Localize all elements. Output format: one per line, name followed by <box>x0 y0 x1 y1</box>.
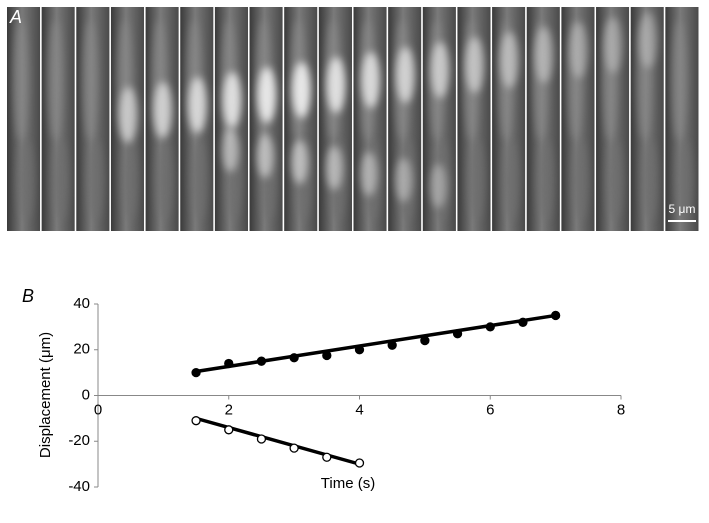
strip-signal <box>639 12 658 68</box>
strip-signal <box>326 146 343 190</box>
strip-signal <box>500 32 519 88</box>
data-point <box>289 353 299 363</box>
data-point <box>550 310 561 321</box>
strip-signal <box>361 52 380 108</box>
data-point <box>256 434 267 444</box>
y-tick-label: 0 <box>82 386 90 403</box>
image-strip <box>76 7 111 231</box>
data-point <box>256 356 267 366</box>
panel-label: A <box>9 7 22 27</box>
strip-fiber <box>87 140 104 220</box>
x-tick-label: 4 <box>355 401 363 418</box>
fit-line <box>195 416 360 466</box>
strip-fiber <box>122 140 139 220</box>
data-point <box>485 322 495 332</box>
image-strip <box>145 7 181 231</box>
data-point <box>354 345 365 355</box>
x-tick-label: 8 <box>617 401 625 418</box>
strip-signal <box>535 27 554 83</box>
strip-fiber <box>13 20 28 140</box>
image-strip <box>41 7 77 231</box>
strip-fiber <box>676 140 693 220</box>
x-tick-label: 6 <box>486 401 494 418</box>
y-tick-label: 20 <box>73 341 90 358</box>
strip-fiber <box>607 140 624 220</box>
y-tick-label: -40 <box>68 478 90 495</box>
scale-bar-label: 5 μm <box>669 202 696 216</box>
strip-fiber <box>641 140 658 220</box>
data-point <box>518 317 528 327</box>
image-strip <box>214 7 250 231</box>
image-strip <box>665 7 700 231</box>
strip-signal <box>361 152 378 196</box>
image-strip <box>422 7 458 231</box>
strip-signal <box>188 77 207 133</box>
image-strip <box>284 7 319 231</box>
strip-fiber <box>48 20 63 140</box>
y-axis-label: Displacement (μm) <box>37 332 54 458</box>
data-point <box>224 358 234 369</box>
strip-signal <box>396 47 415 103</box>
x-axis-label: Time (s) <box>321 475 375 492</box>
image-strip <box>180 7 215 231</box>
image-strip <box>7 7 42 231</box>
strip-fiber <box>156 140 173 220</box>
x-tick-label: 2 <box>225 401 233 418</box>
strip-fiber <box>503 140 520 220</box>
strip-fiber <box>191 140 208 220</box>
strip-signal <box>431 42 450 98</box>
image-strip <box>388 7 423 231</box>
image-strip <box>457 7 493 231</box>
data-point <box>191 367 201 378</box>
image-strip <box>353 7 389 231</box>
strip-signal <box>119 87 138 143</box>
strip-fiber <box>672 20 687 140</box>
strip-signal <box>430 164 447 208</box>
image-strip <box>249 7 285 231</box>
strip-fiber <box>468 140 485 220</box>
strip-signal <box>257 67 276 123</box>
data-point <box>452 329 463 339</box>
image-strip <box>492 7 527 231</box>
strip-fiber <box>52 140 69 220</box>
y-tick-label: -20 <box>68 432 90 449</box>
image-strip <box>596 7 631 231</box>
x-tick-label: 0 <box>94 401 102 418</box>
data-point <box>354 458 365 468</box>
image-strip <box>630 7 666 231</box>
panel-label: B <box>22 286 34 306</box>
strip-fiber <box>18 140 35 220</box>
image-strip <box>561 7 597 231</box>
strip-signal <box>327 57 346 113</box>
data-point <box>289 443 299 453</box>
strip-signal <box>153 82 172 138</box>
data-point <box>420 335 430 346</box>
strip-signal <box>395 158 412 202</box>
strip-signal <box>292 62 311 118</box>
fit-line <box>195 313 556 374</box>
strip-signal <box>465 37 484 93</box>
strip-signal <box>257 134 274 178</box>
data-point <box>387 340 397 350</box>
strip-signal <box>604 17 623 73</box>
image-strip <box>110 7 146 231</box>
strip-fiber <box>83 20 98 140</box>
strip-signal <box>569 22 588 78</box>
strip-signal <box>222 128 239 172</box>
image-strip <box>318 7 354 231</box>
data-point <box>191 416 201 426</box>
strip-fiber <box>537 140 554 220</box>
image-strip <box>526 7 562 231</box>
image-strips <box>7 7 700 231</box>
data-point <box>224 425 234 435</box>
data-point <box>322 452 332 462</box>
strip-signal <box>223 72 242 128</box>
y-tick-label: 40 <box>73 295 90 312</box>
strip-signal <box>291 140 308 184</box>
strip-fiber <box>572 140 589 220</box>
data-point <box>322 350 332 361</box>
